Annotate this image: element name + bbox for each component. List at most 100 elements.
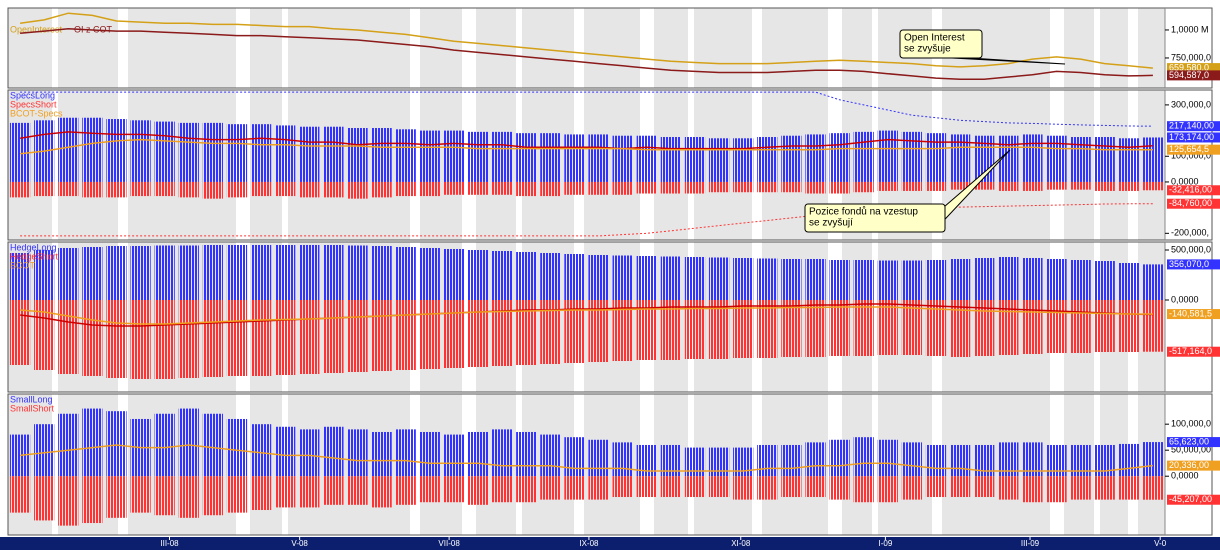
panel-stripe [410, 8, 420, 88]
end-value-box [1167, 437, 1220, 448]
line [20, 28, 1153, 81]
bar [829, 181, 850, 194]
bar [202, 476, 224, 516]
bar [154, 181, 175, 197]
bar [202, 122, 224, 182]
bar [9, 253, 31, 300]
y-tick-label: 0,0000 [1171, 471, 1199, 481]
panel-stripe [872, 242, 878, 392]
bar [925, 181, 947, 191]
bar [805, 134, 826, 182]
bar [925, 133, 947, 182]
bar [1046, 135, 1067, 182]
bar [178, 300, 199, 378]
bar [660, 300, 681, 360]
bar [636, 444, 657, 477]
bar [853, 437, 874, 477]
callout-box [899, 29, 983, 59]
bar [636, 476, 657, 498]
bar [467, 131, 489, 182]
bar [9, 434, 31, 477]
end-value-label: 356,070,0 [1169, 259, 1209, 269]
bar [853, 300, 874, 356]
bar [684, 137, 706, 182]
bar [34, 476, 55, 521]
bar [202, 300, 224, 377]
bar [82, 408, 103, 477]
bar [733, 138, 754, 182]
y-tick-label: 1,0000 M [1171, 24, 1209, 34]
bar [58, 117, 79, 182]
bar [1142, 137, 1164, 182]
bar [443, 300, 465, 368]
legend-entry: SpecsShort [10, 99, 57, 109]
end-value-box [1167, 185, 1220, 196]
bar [299, 476, 320, 508]
bar [1022, 300, 1043, 354]
bar [708, 138, 730, 182]
bar [419, 431, 440, 477]
bar [853, 260, 874, 300]
bar [419, 181, 440, 197]
bar [588, 134, 609, 182]
bar [130, 246, 151, 300]
bar [130, 476, 151, 513]
end-value-label: 217,140,00 [1169, 121, 1214, 131]
bar [371, 431, 392, 477]
panel-stripe [688, 8, 694, 88]
bar [612, 442, 633, 477]
end-value-label: 20,336,00 [1169, 460, 1209, 470]
bar [636, 181, 657, 194]
bar [805, 181, 826, 194]
end-value-box [1167, 494, 1220, 505]
end-value-box [1167, 121, 1220, 132]
end-value-box [1167, 63, 1220, 74]
panel-stripe [640, 8, 654, 88]
x-tick-label: III-09 [1021, 539, 1040, 548]
bar [1022, 476, 1043, 503]
bar [226, 181, 248, 198]
bar [82, 476, 103, 524]
x-tick-label: V-0 [1154, 539, 1167, 548]
x-axis-bar [0, 537, 1220, 550]
bar [178, 245, 199, 300]
bar [443, 181, 465, 195]
bar [540, 181, 561, 197]
bar [516, 252, 537, 300]
bar [733, 447, 754, 477]
bar [1070, 476, 1091, 500]
bar [925, 300, 947, 356]
bar [901, 442, 923, 477]
bar [1094, 137, 1115, 182]
panel-stripe [752, 242, 762, 392]
bar [684, 447, 706, 477]
panel-frame [7, 89, 1213, 241]
bar [684, 181, 706, 194]
bar [492, 181, 513, 195]
bar [178, 122, 199, 182]
panel-stripe [282, 8, 288, 88]
bar [564, 476, 585, 500]
bar [1094, 300, 1115, 352]
bar [974, 300, 995, 356]
panel-background [8, 8, 1165, 88]
bar [323, 126, 344, 182]
bar [178, 476, 199, 518]
bar [395, 429, 416, 477]
bar [1046, 181, 1067, 190]
bar [130, 300, 151, 379]
bar [467, 300, 489, 367]
end-value-label: 65,623,00 [1169, 436, 1209, 446]
bar [250, 424, 272, 477]
bar [154, 476, 175, 516]
bar [901, 300, 923, 355]
panel-stripe [752, 90, 762, 240]
bar [925, 444, 947, 477]
bar [781, 444, 802, 477]
bar [299, 181, 320, 198]
y-tick-label: 50,000,00 [1171, 445, 1211, 455]
end-value-box [1167, 259, 1220, 270]
bar [853, 131, 874, 182]
bar [974, 476, 995, 498]
bar [106, 300, 127, 378]
